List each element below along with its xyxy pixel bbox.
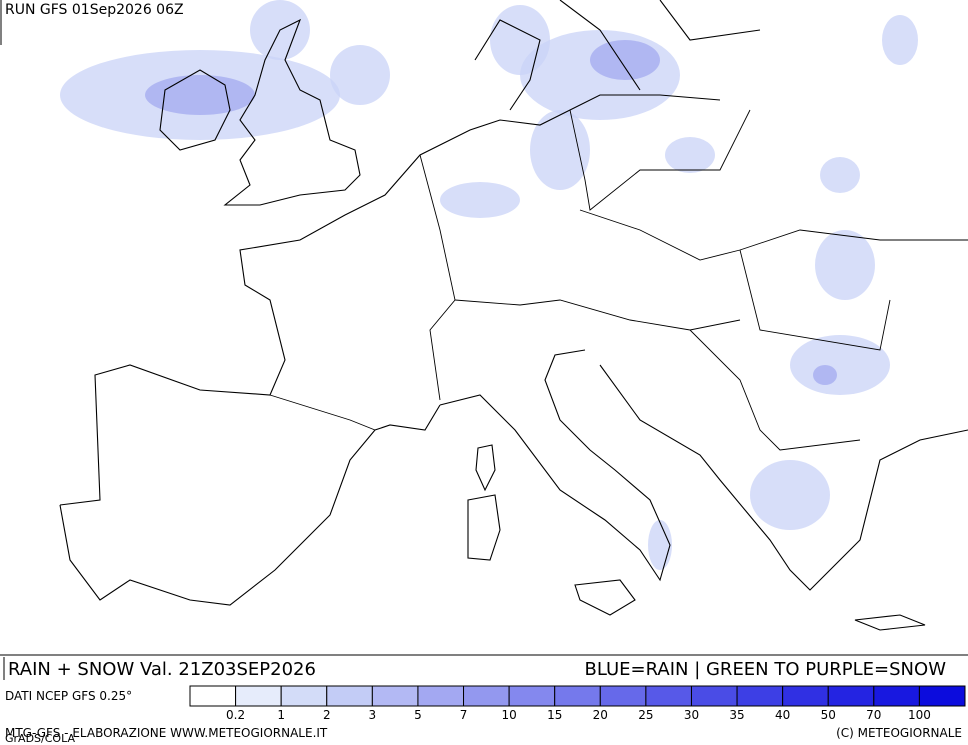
rain-area <box>648 520 672 570</box>
border <box>579 209 968 261</box>
rain-area <box>820 157 860 193</box>
crete <box>854 614 926 631</box>
grads: GrADS/COLA <box>5 732 75 745</box>
rain-area <box>750 460 830 530</box>
sicily <box>574 579 636 616</box>
ireland <box>159 69 231 151</box>
rain-area <box>590 40 660 80</box>
colorbar-label: 0.2 <box>226 708 245 722</box>
border <box>739 249 891 351</box>
credit-left: MTG-GFS - ELABORAZIONE WWW.METEOGIORNALE… <box>5 726 328 740</box>
colorbar-label: 15 <box>547 708 562 722</box>
rain-area <box>145 75 255 115</box>
colorbar-box <box>827 685 875 707</box>
corsica <box>475 444 496 492</box>
colorbar-label: 30 <box>684 708 699 722</box>
border <box>269 394 376 431</box>
colorbar-box <box>554 685 601 707</box>
colorbar-box <box>690 685 738 707</box>
sardinia <box>467 494 501 561</box>
colorbar-box <box>417 685 465 707</box>
colorbar-label: 35 <box>729 708 744 722</box>
rain-area <box>330 45 390 105</box>
colorbar-label: 25 <box>638 708 653 722</box>
colorbar-box <box>918 685 966 707</box>
colorbar-label: 1 <box>277 708 285 722</box>
denmark <box>474 19 541 111</box>
colorbar-box <box>599 685 647 707</box>
colorbar-box <box>645 685 692 707</box>
colorbar-box <box>189 685 237 707</box>
rain-area <box>813 365 837 385</box>
colorbar-label: 2 <box>323 708 331 722</box>
source: DATI NCEP GFS 0.25° <box>5 689 132 703</box>
borders <box>269 109 968 451</box>
rain-area <box>815 230 875 300</box>
rain-area <box>790 335 890 395</box>
colorbar-box <box>371 685 419 707</box>
rain-area <box>440 182 520 218</box>
colorbar-box <box>508 685 556 707</box>
map-title: RAIN + SNOW Val. 21Z03SEP2026 <box>8 659 316 680</box>
rain-area <box>882 15 918 65</box>
rain-area <box>490 5 550 75</box>
colorbar-label: 40 <box>775 708 790 722</box>
italy-west <box>439 349 671 582</box>
iberia-south <box>59 404 441 606</box>
colorbar-box <box>736 685 784 707</box>
scandinavia <box>559 0 761 91</box>
colorbar-label: 100 <box>908 708 931 722</box>
adriatic-east <box>599 364 968 591</box>
credit-right: (C) METEOGIORNALE <box>836 726 962 740</box>
colorbar: 0.2 1 2 3 5 7 10 15 20 25 30 35 40 50 70 100 <box>189 685 966 722</box>
colorbar-label: 50 <box>821 708 836 722</box>
great-britain <box>223 18 361 206</box>
border <box>689 329 861 451</box>
precipitation <box>60 0 918 570</box>
colorbar-box <box>280 685 328 707</box>
colorbar-box <box>463 685 510 707</box>
run-label: RUN GFS 01Sep2026 06Z <box>5 2 184 18</box>
colorbar-box <box>782 685 829 707</box>
colorbar-label: 7 <box>460 708 468 722</box>
legend-note: BLUE=RAIN | GREEN TO PURPLE=SNOW <box>585 659 947 680</box>
colorbar-box <box>235 685 282 707</box>
rain-area <box>530 110 590 190</box>
colorbar-label: 70 <box>866 708 881 722</box>
rain-area <box>665 137 715 173</box>
colorbar-label: 5 <box>414 708 422 722</box>
colorbar-box <box>873 685 920 707</box>
border <box>454 299 741 331</box>
colorbar-label: 20 <box>593 708 608 722</box>
colorbar-label: 10 <box>501 708 516 722</box>
colorbar-box <box>326 685 373 707</box>
continent-coast <box>59 94 721 506</box>
coastlines <box>59 0 968 631</box>
colorbar-label: 3 <box>369 708 377 722</box>
border <box>569 109 751 211</box>
